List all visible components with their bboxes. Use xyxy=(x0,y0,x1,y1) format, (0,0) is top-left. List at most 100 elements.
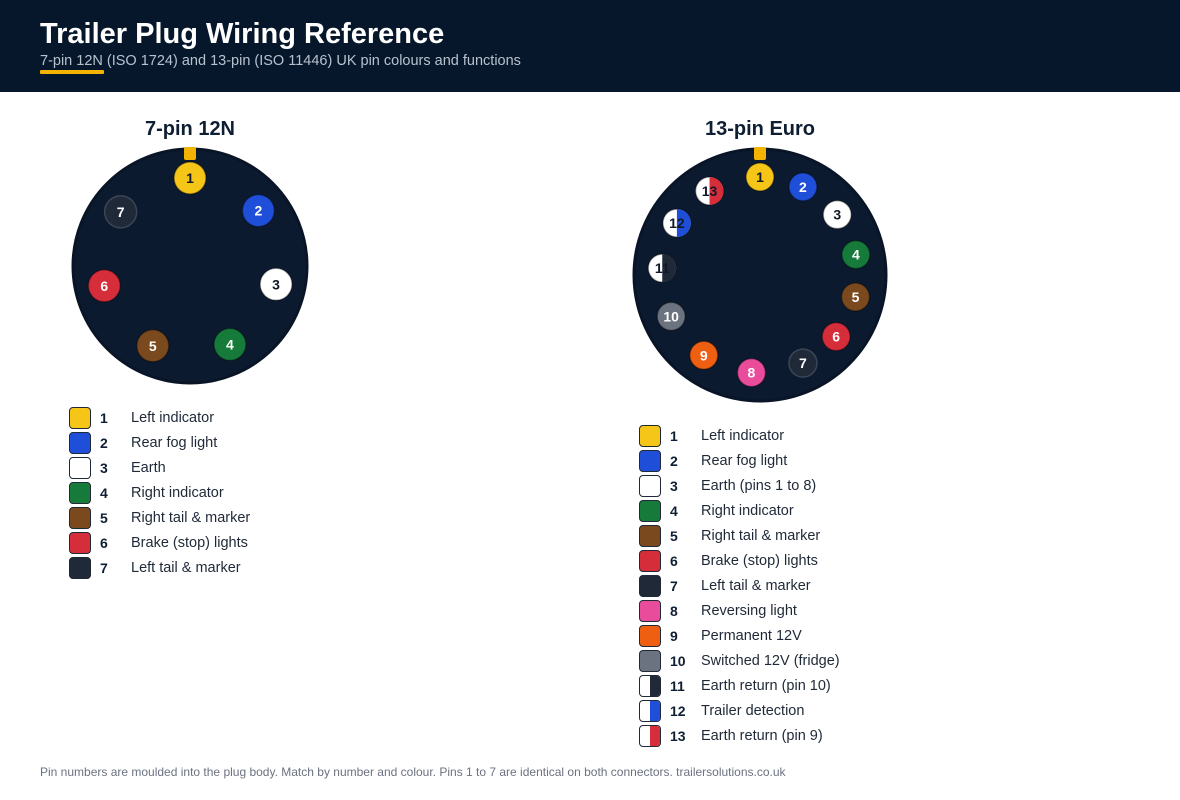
plug-key-notch xyxy=(754,147,766,160)
colour-swatch xyxy=(639,449,661,472)
pin-function: Left indicator xyxy=(131,409,215,426)
pin-1-label: 1 xyxy=(756,169,764,185)
legend-row-pin-2: 2 Rear fog light xyxy=(69,430,250,455)
pin-13-stripe xyxy=(709,176,724,205)
pin-6: 6 xyxy=(87,269,122,303)
pin-function: Rear fog light xyxy=(701,452,788,469)
pin-number: 10 xyxy=(670,652,686,669)
colour-swatch xyxy=(639,599,661,622)
pin-number: 6 xyxy=(100,534,108,551)
pin-4-socket xyxy=(213,327,247,362)
pin-number: 8 xyxy=(670,602,678,619)
legend-row-pin-6: 6 Brake (stop) lights xyxy=(639,548,840,573)
pin-function: Earth (pins 1 to 8) xyxy=(701,477,817,494)
colour-swatch xyxy=(639,724,661,747)
pin-4: 4 xyxy=(841,239,871,270)
pin-3: 3 xyxy=(822,199,852,230)
pin-2-socket xyxy=(788,172,818,202)
pin-number: 7 xyxy=(100,559,108,576)
footer-note: Pin numbers are moulded into the plug bo… xyxy=(40,765,786,779)
pin-10-socket xyxy=(656,301,686,332)
pin-function: Left tail & marker xyxy=(701,577,811,594)
pin-function: Left tail & marker xyxy=(131,559,241,576)
pin-11-label: 11 xyxy=(655,260,670,276)
pin-5-label: 5 xyxy=(852,289,860,305)
legend-row-pin-5: 5 Right tail & marker xyxy=(639,523,840,548)
colour-swatch xyxy=(639,474,661,497)
pin-12-stripe xyxy=(676,209,691,238)
colour-swatch xyxy=(69,556,91,579)
connector-13pin-diagram: 13-pin Euro 1 2 3 4 5 6 7 8 9 10 11 12 13 xyxy=(630,118,890,403)
pin-number: 1 xyxy=(670,427,678,444)
pin-1-socket xyxy=(745,162,775,192)
pin-1: 1 xyxy=(745,162,775,192)
pin-number: 5 xyxy=(100,509,108,526)
pin-function: Right indicator xyxy=(701,502,794,519)
pin-3-socket xyxy=(259,267,293,302)
pin-number: 12 xyxy=(670,702,686,719)
pin-13: 13 xyxy=(694,176,725,206)
pin-6-socket xyxy=(87,269,122,303)
colour-swatch xyxy=(69,531,91,554)
pin-number: 3 xyxy=(670,477,678,494)
pin-8-label: 8 xyxy=(748,365,756,381)
pin-number: 11 xyxy=(670,677,685,694)
pin-6-socket xyxy=(821,321,851,352)
legend-row-pin-3: 3 Earth xyxy=(69,455,250,480)
page-header: Trailer Plug Wiring Reference 7-pin 12N … xyxy=(0,0,1180,92)
legend-13pin: 1 Left indicator 2 Rear fog light 3 Earth (pi… xyxy=(639,423,840,748)
pin-function: Right indicator xyxy=(131,484,224,501)
colour-swatch xyxy=(639,624,661,647)
colour-swatch xyxy=(639,549,661,572)
pin-7: 7 xyxy=(788,348,818,378)
pin-number: 9 xyxy=(670,627,678,644)
legend-row-pin-1: 1 Left indicator xyxy=(69,405,250,430)
colour-swatch xyxy=(639,424,661,447)
legend-row-pin-1: 1 Left indicator xyxy=(639,423,840,448)
page-subtitle: 7-pin 12N (ISO 1724) and 13-pin (ISO 114… xyxy=(40,53,521,69)
colour-swatch-stripe xyxy=(650,725,660,746)
colour-swatch-stripe xyxy=(650,700,660,721)
pin-7: 7 xyxy=(103,195,138,229)
legend-row-pin-5: 5 Right tail & marker xyxy=(69,505,250,530)
title-accent-bar xyxy=(40,70,104,74)
pin-2-label: 2 xyxy=(799,179,807,195)
pin-5-socket xyxy=(840,282,871,312)
legend-row-pin-7: 7 Left tail & marker xyxy=(69,555,250,580)
connector-13pin-heading: 13-pin Euro xyxy=(704,118,815,140)
pin-number: 2 xyxy=(670,452,678,469)
pin-function: Right tail & marker xyxy=(701,527,821,544)
pin-7-socket xyxy=(103,195,138,229)
legend-7pin: 1 Left indicator 2 Rear fog light 3 Earth 4 Rig… xyxy=(69,405,250,580)
pin-8-socket xyxy=(736,357,767,388)
legend-row-pin-2: 2 Rear fog light xyxy=(639,448,840,473)
pin-number: 13 xyxy=(670,727,686,744)
pin-3-socket xyxy=(822,199,852,230)
pin-3: 3 xyxy=(259,267,293,302)
pin-number: 7 xyxy=(670,577,678,594)
pin-6-label: 6 xyxy=(100,278,108,294)
pin-number: 2 xyxy=(100,434,108,451)
pin-10-label: 10 xyxy=(663,308,679,324)
pin-10: 10 xyxy=(656,301,686,332)
pin-11: 11 xyxy=(647,253,677,283)
pin-12: 12 xyxy=(662,208,692,238)
pin-function: Reversing light xyxy=(701,602,797,619)
pin-2-socket xyxy=(241,193,276,228)
pin-7-label: 7 xyxy=(799,355,807,371)
legend-row-pin-6: 6 Brake (stop) lights xyxy=(69,530,250,555)
pin-3-label: 3 xyxy=(833,207,841,223)
pin-3-label: 3 xyxy=(272,276,280,292)
pin-function: Brake (stop) lights xyxy=(131,534,248,551)
pin-number: 4 xyxy=(670,502,678,519)
legend-row-pin-13: 13 Earth return (pin 9) xyxy=(639,723,840,748)
pin-2: 2 xyxy=(241,193,276,228)
pin-5: 5 xyxy=(136,329,170,363)
legend-row-pin-3: 3 Earth (pins 1 to 8) xyxy=(639,473,840,498)
legend-row-pin-11: 11 Earth return (pin 10) xyxy=(639,673,840,698)
colour-swatch xyxy=(639,574,661,597)
legend-row-pin-8: 8 Reversing light xyxy=(639,598,840,623)
legend-row-pin-9: 9 Permanent 12V xyxy=(639,623,840,648)
pin-5: 5 xyxy=(840,282,871,312)
